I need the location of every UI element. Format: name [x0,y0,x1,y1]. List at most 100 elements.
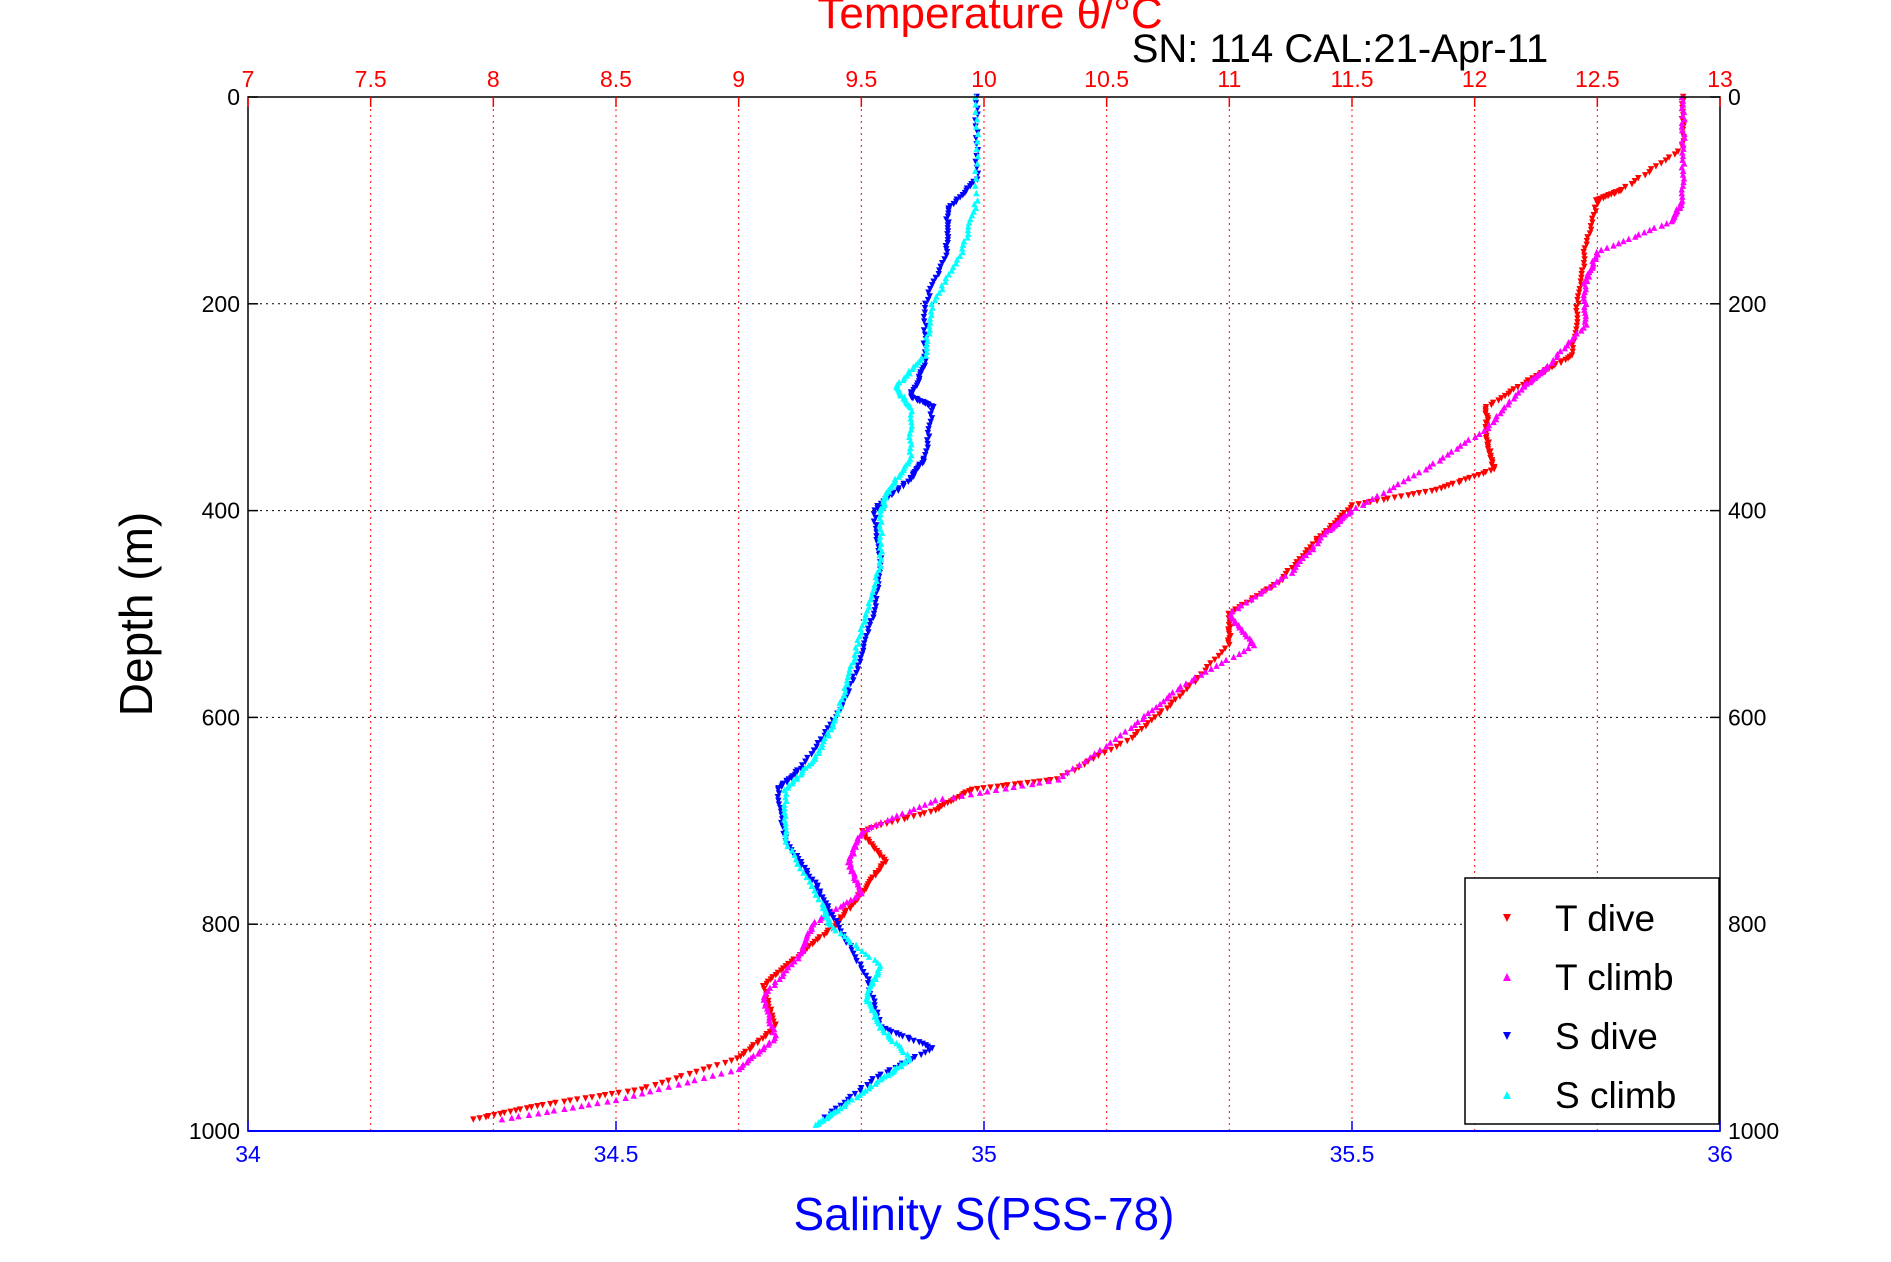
data-point [872,514,879,522]
data-point [727,1067,735,1075]
data-point [776,975,783,983]
data-point [1117,731,1124,739]
data-point [1680,175,1688,182]
data-point [1163,694,1171,702]
data-point [922,352,930,359]
data-point [1302,551,1310,559]
data-point [1438,485,1445,492]
data-point [1557,347,1564,355]
data-point [917,811,924,819]
data-point [643,1084,650,1091]
data-point [1580,248,1587,256]
data-point [775,801,783,808]
data-point [928,282,936,289]
data-point [1573,307,1580,315]
data-point [1510,386,1517,393]
data-point [770,1036,777,1044]
data-point [1495,397,1502,404]
data-point [1476,430,1483,437]
data-point [1183,686,1191,693]
data-point [1592,197,1600,204]
data-point [1127,724,1135,731]
data-point [1574,319,1581,326]
tick-label-depth-left: 400 [202,498,240,524]
data-point [889,814,896,822]
tick-label-temperature: 8.5 [600,66,632,92]
data-point [1583,241,1590,248]
data-point [882,858,890,866]
data-point [782,830,789,838]
data-point [791,957,798,965]
data-point [1472,433,1479,440]
data-point [1176,693,1184,700]
data-point [673,1075,680,1082]
tick-label-temperature: 13 [1707,66,1733,92]
data-point [743,1059,751,1066]
data-point [813,743,820,751]
data-point [828,726,835,733]
data-point [939,795,946,802]
data-point [1164,705,1171,712]
data-point [585,1101,592,1108]
data-point [958,245,966,252]
data-point [470,1116,477,1123]
data-point [907,411,914,418]
data-point [910,813,917,820]
data-point [1584,277,1591,285]
data-point [1198,671,1205,678]
data-point [1429,460,1437,467]
data-point [693,1068,700,1076]
data-point [942,278,949,285]
data-point [1574,315,1581,322]
series-s-dive [774,93,982,1121]
data-point [855,640,862,647]
data-point [601,1091,609,1099]
data-point [905,478,912,485]
data-point [1569,344,1577,352]
data-point [1575,289,1583,296]
data-point [582,1095,589,1102]
data-point [1680,141,1687,149]
data-point [921,305,929,312]
data-point [713,1062,721,1069]
data-point [1139,715,1147,723]
data-point [928,1045,936,1052]
data-point [1373,492,1381,500]
data-point [1679,97,1687,104]
data-point [800,869,807,876]
data-point [821,932,828,939]
data-point [870,610,878,618]
data-point [1652,163,1660,170]
data-point [765,1017,773,1024]
data-point [746,1046,754,1053]
legend-marker [1503,973,1511,981]
data-point [868,1006,876,1014]
chart-title: Temperature θ/°C [817,0,1162,38]
data-point [876,533,884,540]
data-point [1498,395,1505,402]
data-point [691,1076,698,1084]
data-point [862,636,869,644]
data-point [854,666,862,673]
data-point [843,677,851,684]
data-point [1103,743,1110,750]
data-point [858,651,866,658]
data-point [838,695,846,703]
data-point [852,954,859,961]
data-point [1485,424,1492,432]
data-point [1011,781,1019,788]
data-point [877,1076,885,1083]
data-point [835,706,842,714]
data-point [1359,501,1367,508]
data-point [1574,296,1581,304]
data-point [901,816,908,823]
data-point [974,785,981,793]
data-point [898,1062,905,1070]
data-point [942,274,950,282]
data-point [924,444,932,452]
tick-label-depth-left: 1000 [189,1118,240,1144]
data-point [1671,151,1679,158]
data-point [872,573,879,581]
data-point [1288,569,1296,576]
data-point [1490,418,1497,426]
